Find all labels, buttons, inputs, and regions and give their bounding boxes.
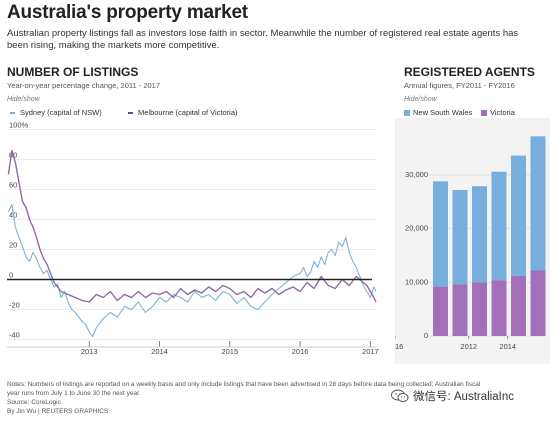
nsw-swatch-icon [404,109,410,116]
notes-line-1: Notes: Numbers of listings are reported … [7,381,481,388]
bar-victoria [491,280,507,336]
x-tick-label: 2012 [460,342,477,351]
bar-nsw [452,189,468,285]
legend-sydney-label: Sydney (capital of NSW) [20,108,102,117]
legend-sydney[interactable]: Sydney (capital of NSW) [10,108,102,117]
page-title: Australia's property market [7,2,248,23]
legend-melbourne-label: Melbourne (capital of Victoria) [138,108,238,117]
x-tick-label: 2016 [292,347,309,356]
y-tick-label: 0 [9,271,13,280]
y-tick-label: 20,000 [405,224,428,233]
melbourne-series-line [7,149,377,303]
agents-title: REGISTERED AGENTS [404,65,535,79]
sydney-series-line [7,203,377,338]
page-subtitle: Australian property listings fall as inv… [7,28,519,51]
x-tick-label: 2014 [151,347,168,356]
x-tick-label: 2015 [221,347,238,356]
x-tick-label: 2017 [362,347,379,356]
listings-hide-show[interactable]: Hide/show [7,96,40,103]
y-tick-label: 100% [9,121,29,130]
x-tick-label: 2013 [81,347,98,356]
bar-nsw [530,136,546,271]
legend-melbourne[interactable]: Melbourne (capital of Victoria) [128,108,238,117]
wechat-watermark: 微信号: AustraliaInc [391,388,514,404]
agents-bar-chart: 30,000 20,000 10,000 0 2012 2014 2016 [395,118,550,364]
legend-vic-label: Victoria [490,108,515,117]
wechat-icon [391,389,409,402]
y-tick-label: -20 [9,301,20,310]
bar-victoria [452,284,468,336]
sydney-swatch-icon [10,112,15,115]
bar-nsw [491,171,507,281]
x-tick-label: 2014 [499,342,516,351]
bar-nsw [511,155,526,276]
bar-victoria [472,282,487,336]
wechat-text: 微信号: AustraliaInc [413,391,514,403]
bar-nsw [433,181,448,287]
bar-victoria [530,270,546,336]
bar-victoria [433,286,448,336]
y-tick-label: -40 [9,331,20,340]
y-tick-label: 60 [9,181,17,190]
byline-text: By Jin Wu | REUTERS GRAPHICS [7,408,109,415]
x-tick-label: 2016 [395,342,403,351]
agents-subtitle: Annual figures, FY2011 - FY2016 [404,81,515,90]
y-tick-label: 30,000 [405,170,428,179]
listings-subtitle: Year-on-year percentage change, 2011 - 2… [7,81,161,90]
bar-nsw [472,186,487,283]
vic-swatch-icon [481,109,487,116]
source-text: Source: CoreLogic [7,399,61,406]
legend-nsw[interactable]: New South Wales [404,108,472,117]
melbourne-swatch-icon [128,112,133,115]
y-tick-label: 0 [424,331,428,340]
bar-victoria [511,275,526,336]
legend-vic[interactable]: Victoria [481,108,515,117]
legend-nsw-label: New South Wales [413,108,473,117]
listings-title: NUMBER OF LISTINGS [7,65,139,79]
notes-line-2: year runs from July 1 to June 30 the nex… [7,390,141,397]
y-tick-label: 10,000 [405,277,428,286]
y-tick-label: 20 [9,241,17,250]
footer-notes: Notes: Numbers of listings are reported … [7,380,481,416]
agents-hide-show[interactable]: Hide/show [404,96,437,103]
